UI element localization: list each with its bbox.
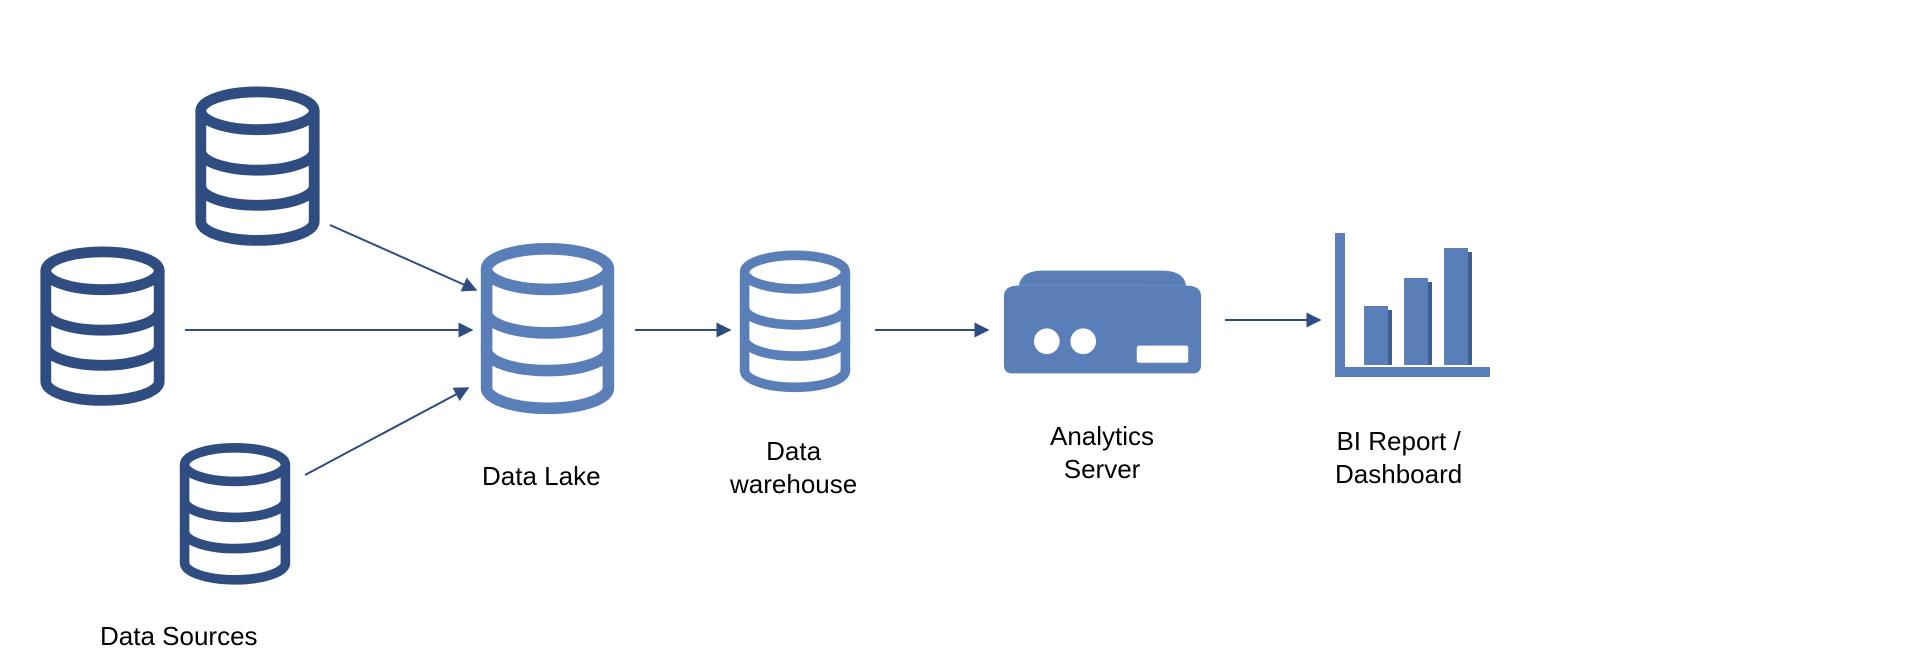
database-icon — [475, 240, 620, 420]
label-data-sources: Data Sources — [100, 620, 258, 653]
database-icon — [735, 245, 855, 400]
database-icon — [175, 440, 295, 590]
diagram-canvas: Data Sources Data Lake Data warehouse An… — [0, 0, 1925, 659]
label-analytics-server: Analytics Server — [1050, 420, 1154, 485]
label-data-warehouse: Data warehouse — [730, 435, 857, 500]
server-icon — [995, 262, 1210, 382]
label-data-lake: Data Lake — [482, 460, 601, 493]
bar-chart-icon — [1330, 230, 1490, 380]
database-icon — [190, 85, 325, 250]
label-dashboard: BI Report / Dashboard — [1335, 425, 1462, 490]
database-icon — [35, 245, 170, 410]
